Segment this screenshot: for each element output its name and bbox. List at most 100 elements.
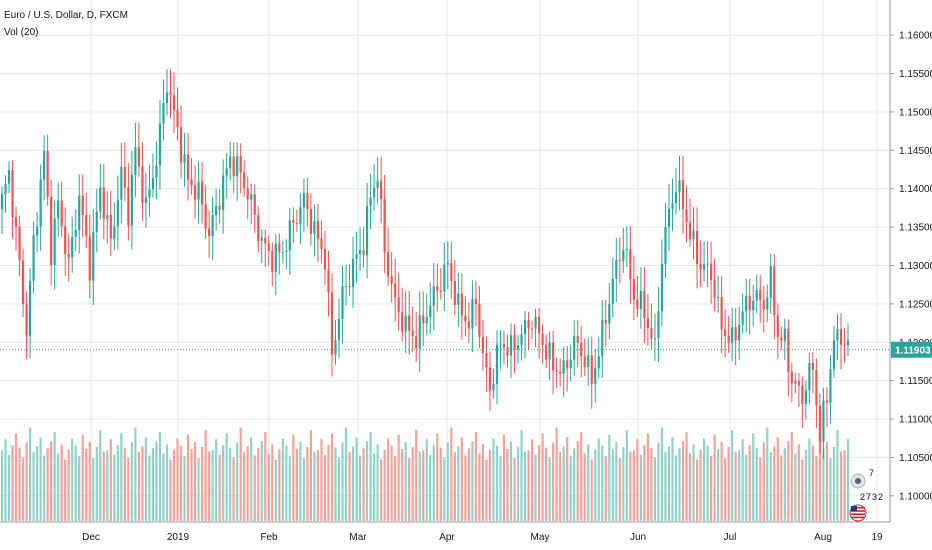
volume-bar [267,453,270,521]
candle-body [411,330,414,337]
candle-body [829,369,832,403]
volume-bar [21,457,25,521]
volume-bar [165,444,169,521]
volume-bar [706,445,709,521]
candle [520,324,523,361]
volume-bar [246,446,249,521]
volume-bar [0,450,4,521]
candle-body [674,192,678,204]
candle-body [60,200,63,227]
candle [780,326,783,350]
candle-body [225,168,228,176]
volume-bar [664,452,667,521]
candle-body [590,355,593,385]
candle [590,336,593,409]
candle [53,200,56,290]
volume-bar [636,439,639,521]
candle [7,161,11,194]
candle-body [21,260,25,304]
candle [741,293,744,334]
candle-body [478,303,481,337]
candle-body [239,156,242,173]
volume-bar [657,442,660,521]
candle-body [664,227,667,264]
volume-bar [418,451,421,521]
candle-body [748,295,751,311]
calendar-earnings-icon-dot [855,478,861,484]
candle-body [657,311,660,339]
volume-bar [467,448,470,521]
candle-body [278,243,281,253]
candle-body [541,333,544,345]
volume-bar [818,434,822,521]
volume-bar [552,442,555,521]
volume-bar [186,434,190,521]
candle [299,193,302,245]
volume-bar [436,433,439,521]
candle-body [358,250,362,255]
candle [81,174,84,238]
candle [545,334,548,369]
candle-body [425,317,428,324]
candle [14,206,18,251]
volume-bar [351,446,355,521]
candle [660,239,664,327]
candle [239,143,242,194]
volume-bar [453,452,456,521]
date-tick-label: 2019 [167,532,190,543]
volume-bar [53,432,56,521]
volume-bar [408,458,411,521]
volume-bar [534,454,537,521]
candle [664,202,667,279]
candle-body [566,360,569,369]
candle-body [527,320,530,329]
volume-bar [502,434,506,521]
volume-bar [158,432,162,521]
candle [92,209,95,306]
candle [481,319,485,371]
volume-bar [839,451,843,521]
volume-bar [752,433,755,521]
volume-bar [741,439,744,521]
candle [39,164,42,251]
volume-bar [537,445,541,521]
volume-bar [727,447,730,521]
candle [197,161,200,225]
candle-body [113,226,116,239]
volume-bar [415,430,418,521]
candle-body [734,327,737,341]
candle [411,306,414,352]
candle-body [632,278,635,300]
candle-body [130,174,133,226]
candle-body [302,193,305,208]
candle [731,307,734,362]
volume-bar [88,441,91,521]
candle [808,352,811,404]
candle-body [18,226,21,261]
candle-body [355,254,358,259]
candle [232,142,235,194]
candle [839,313,843,370]
candle [790,363,793,403]
candle-body [790,371,793,384]
candle-body [513,335,516,350]
candle-body [394,283,397,298]
candle-body [555,370,558,372]
candle [264,229,267,268]
volume-bar [236,442,239,521]
candle [460,273,463,340]
candle [671,178,674,232]
candle [144,172,148,228]
candle-body [643,291,646,319]
volume-bar [846,439,850,521]
candle-body [85,214,88,237]
candle [362,226,365,268]
candle [618,237,621,284]
candle-body [453,280,456,305]
candle [523,311,527,359]
candle [766,284,769,323]
volume-bar [446,442,449,521]
candle-body [257,215,260,242]
candle-body [783,328,786,341]
